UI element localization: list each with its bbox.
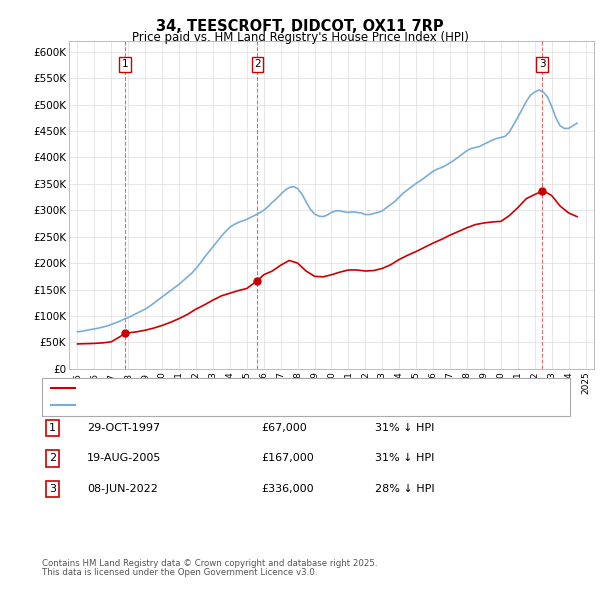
Text: 34, TEESCROFT, DIDCOT, OX11 7RP (semi-detached house): 34, TEESCROFT, DIDCOT, OX11 7RP (semi-de… — [79, 384, 389, 394]
Text: £67,000: £67,000 — [261, 423, 307, 432]
Text: Price paid vs. HM Land Registry's House Price Index (HPI): Price paid vs. HM Land Registry's House … — [131, 31, 469, 44]
Text: 3: 3 — [539, 59, 545, 69]
Text: 31% ↓ HPI: 31% ↓ HPI — [375, 423, 434, 432]
Text: 2: 2 — [254, 59, 261, 69]
Text: 29-OCT-1997: 29-OCT-1997 — [87, 423, 160, 432]
Text: Contains HM Land Registry data © Crown copyright and database right 2025.: Contains HM Land Registry data © Crown c… — [42, 559, 377, 568]
Text: 08-JUN-2022: 08-JUN-2022 — [87, 484, 158, 494]
Text: 34, TEESCROFT, DIDCOT, OX11 7RP: 34, TEESCROFT, DIDCOT, OX11 7RP — [156, 19, 444, 34]
Text: £336,000: £336,000 — [261, 484, 314, 494]
Text: This data is licensed under the Open Government Licence v3.0.: This data is licensed under the Open Gov… — [42, 568, 317, 577]
Text: 3: 3 — [49, 484, 56, 494]
Text: 1: 1 — [49, 423, 56, 432]
Text: 2: 2 — [49, 454, 56, 463]
Text: 19-AUG-2005: 19-AUG-2005 — [87, 454, 161, 463]
Text: 28% ↓ HPI: 28% ↓ HPI — [375, 484, 434, 494]
Text: 31% ↓ HPI: 31% ↓ HPI — [375, 454, 434, 463]
Text: 1: 1 — [122, 59, 129, 69]
Text: £167,000: £167,000 — [261, 454, 314, 463]
Text: HPI: Average price, semi-detached house, South Oxfordshire: HPI: Average price, semi-detached house,… — [79, 400, 395, 410]
